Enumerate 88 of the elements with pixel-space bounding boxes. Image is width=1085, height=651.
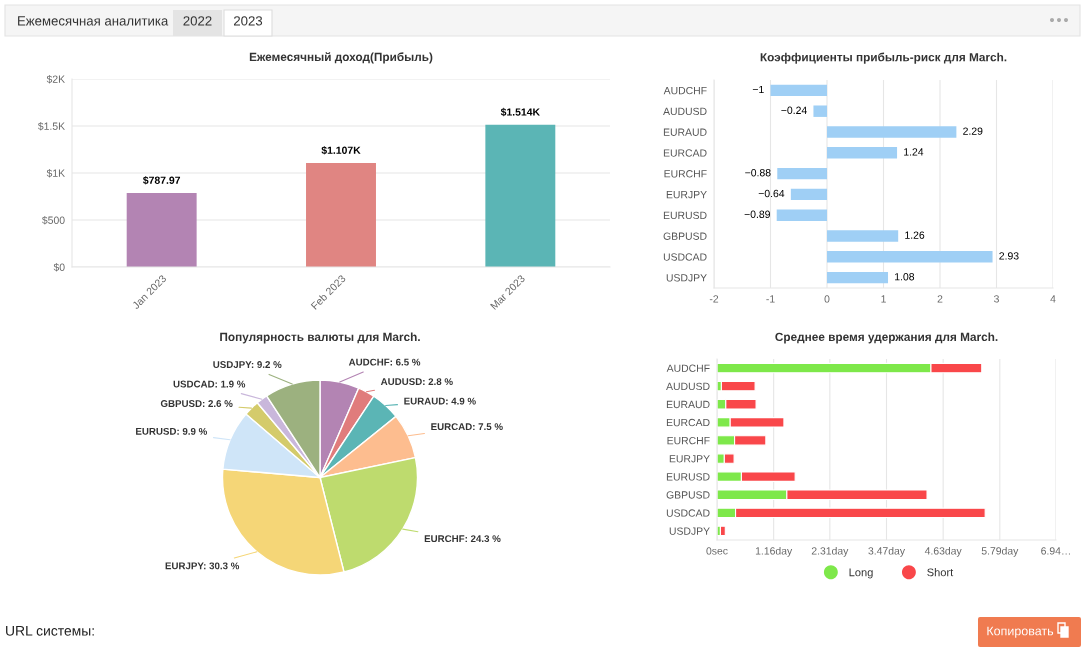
y-tick-label: $2K xyxy=(46,75,65,84)
slice-label: USDJPY: 9.2 % xyxy=(213,361,282,368)
slice-label: EURCAD: 7.5 % xyxy=(431,423,503,431)
bar xyxy=(813,105,827,117)
y-tick-label: $1K xyxy=(46,169,65,178)
bar xyxy=(719,525,726,537)
slice-label: EURCHF: 24.3 % xyxy=(424,535,501,543)
chart-title: Коэффициенты прибыль-риск для March. xyxy=(760,52,1007,64)
bar xyxy=(827,230,899,242)
data-label: −0.89 xyxy=(744,210,770,218)
data-label: $1.514K xyxy=(500,107,540,117)
y-tick-label: USDCAD xyxy=(663,253,707,261)
chart-title: Популярность валюты для March. xyxy=(220,332,420,344)
y-tick-label: EURUSD xyxy=(663,211,707,220)
x-tick-label: 4.63day xyxy=(924,546,962,557)
slice-label: EURAUD: 4.9 % xyxy=(404,397,476,405)
data-label: −0.24 xyxy=(781,106,807,114)
bar xyxy=(306,162,376,267)
x-tick-label: 2 xyxy=(937,295,943,303)
text: URL системы: xyxy=(6,626,94,636)
slice-label: USDCAD: 1.9 % xyxy=(173,380,246,388)
y-tick-label: EURAUD xyxy=(666,400,710,409)
data-label: −0.88 xyxy=(745,169,771,177)
text: Ежемесячная аналитика xyxy=(18,16,169,26)
chart-title: Ежемесячный доход(Прибыль) xyxy=(249,52,433,64)
x-tick-label: -2 xyxy=(709,295,719,303)
bar xyxy=(790,188,827,201)
x-tick-label: 0 xyxy=(824,295,830,303)
bar xyxy=(776,209,827,221)
data-label: −1 xyxy=(752,85,764,94)
y-tick-label: AUDUSD xyxy=(663,107,707,116)
data-label: 2.93 xyxy=(999,252,1019,260)
data-label: $1.107K xyxy=(321,146,361,155)
slice-label: EURUSD: 9.9 % xyxy=(136,427,208,435)
y-tick-label: GBPUSD xyxy=(666,491,710,499)
y-tick-label: $1.5K xyxy=(37,122,65,131)
text: 2023 xyxy=(233,16,263,26)
bar xyxy=(827,126,957,138)
y-tick-label: EURAUD xyxy=(663,128,707,136)
y-tick-label: USDJPY xyxy=(666,274,707,282)
y-tick-label: USDJPY xyxy=(669,527,710,535)
y-tick-label: EURCAD xyxy=(666,418,710,427)
legend-label: Long xyxy=(849,568,873,579)
data-label: 2.29 xyxy=(963,127,983,135)
x-tick-label: 3 xyxy=(994,295,999,303)
bar xyxy=(485,124,556,267)
chart-title: Среднее время удержания для March. xyxy=(775,332,998,344)
text: 2022 xyxy=(183,16,212,26)
y-tick-label: GBPUSD xyxy=(663,232,707,240)
x-tick-label: 4 xyxy=(1050,295,1056,303)
y-tick-label: EURUSD xyxy=(666,473,710,481)
bar xyxy=(770,84,827,97)
y-tick-label: AUDUSD xyxy=(666,382,710,391)
y-tick-label: AUDCHF xyxy=(666,364,710,372)
y-tick-label: EURCAD xyxy=(663,149,707,157)
bar xyxy=(720,380,756,392)
data-label: $787.97 xyxy=(142,176,181,185)
x-tick-label: 0sec xyxy=(706,547,728,555)
text: Копировать xyxy=(987,626,1054,638)
slice-label: GBPUSD: 2.6 % xyxy=(160,400,233,407)
legend-label: Short xyxy=(927,568,954,577)
y-tick-label: EURCHF xyxy=(667,436,710,445)
bar xyxy=(827,271,889,284)
slice-label: AUDCHF: 6.5 % xyxy=(348,358,421,366)
x-tick-label: -1 xyxy=(766,295,775,303)
y-tick-label: $0 xyxy=(53,263,65,272)
y-tick-label: USDCAD xyxy=(666,509,710,517)
x-tick-label: 1 xyxy=(881,295,886,303)
x-tick-label: 2.31day xyxy=(811,546,849,557)
x-tick-label: 6.94… xyxy=(1041,547,1070,555)
bar xyxy=(777,167,827,180)
bar xyxy=(827,147,898,159)
data-label: 1.24 xyxy=(904,148,924,156)
slice-label: EURJPY: 30.3 % xyxy=(165,562,240,570)
y-tick-label: EURCHF xyxy=(664,170,707,178)
bar xyxy=(126,192,197,267)
data-label: 1.26 xyxy=(905,231,925,239)
x-tick-label: 5.79day xyxy=(981,546,1019,557)
slice-label: AUDUSD: 2.8 % xyxy=(380,378,453,386)
y-tick-label: EURJPY xyxy=(666,191,707,199)
bar xyxy=(827,251,993,263)
y-tick-label: AUDCHF xyxy=(663,86,707,95)
x-tick-label: 3.47day xyxy=(868,546,906,557)
data-label: 1.08 xyxy=(895,273,915,281)
data-label: −0.64 xyxy=(758,189,785,198)
y-tick-label: EURJPY xyxy=(669,455,710,463)
y-tick-label: $500 xyxy=(42,216,65,225)
x-tick-label: 1.16day xyxy=(755,546,793,557)
